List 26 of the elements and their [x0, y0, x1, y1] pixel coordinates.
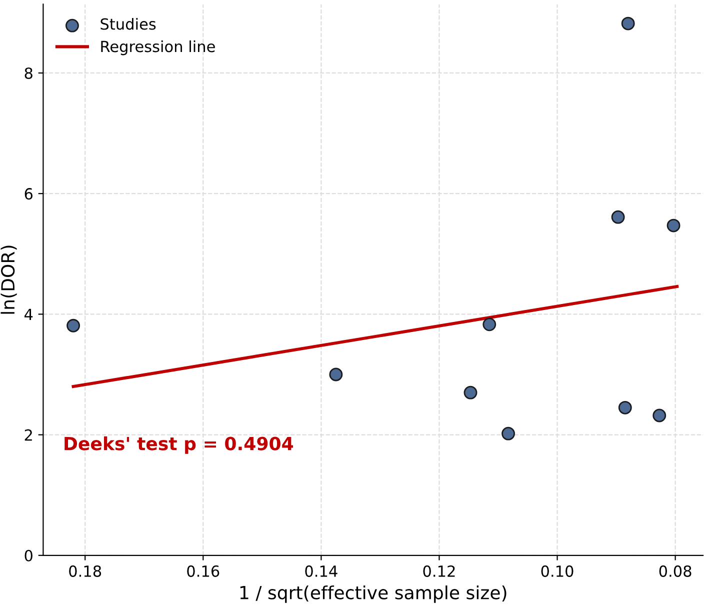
- y-tick-label: 0: [24, 550, 32, 562]
- point: [618, 400, 632, 414]
- y-tick-label: 6: [24, 188, 33, 200]
- point: [502, 426, 515, 440]
- point: [482, 318, 496, 332]
- y-tick-label: 4: [24, 308, 33, 320]
- x-tick-label: 0.16: [187, 565, 220, 577]
- y-tick-label: 2: [24, 429, 32, 441]
- point: [66, 318, 80, 332]
- annotation: Deeks' test p = 0.4904: [64, 436, 294, 454]
- point: [464, 386, 478, 400]
- point: [611, 210, 625, 224]
- point: [652, 408, 666, 422]
- point: [666, 218, 680, 232]
- point: [329, 368, 343, 382]
- x-tick-label: 0.08: [659, 565, 692, 577]
- x-axis-title: 1 / sqrt(effective sample size): [240, 585, 506, 603]
- x-tick-label: 0.18: [69, 565, 102, 577]
- x-tick-label: 0.10: [541, 565, 574, 577]
- x-tick-label: 0.12: [423, 565, 455, 577]
- legend-label: Studies: [100, 18, 156, 30]
- x-tick-label: 0.14: [305, 565, 338, 577]
- point: [621, 16, 635, 30]
- y-tick-label: 8: [24, 67, 32, 79]
- y-axis-title: ln(DOR): [0, 246, 17, 314]
- legend-label: Regression line: [101, 40, 215, 56]
